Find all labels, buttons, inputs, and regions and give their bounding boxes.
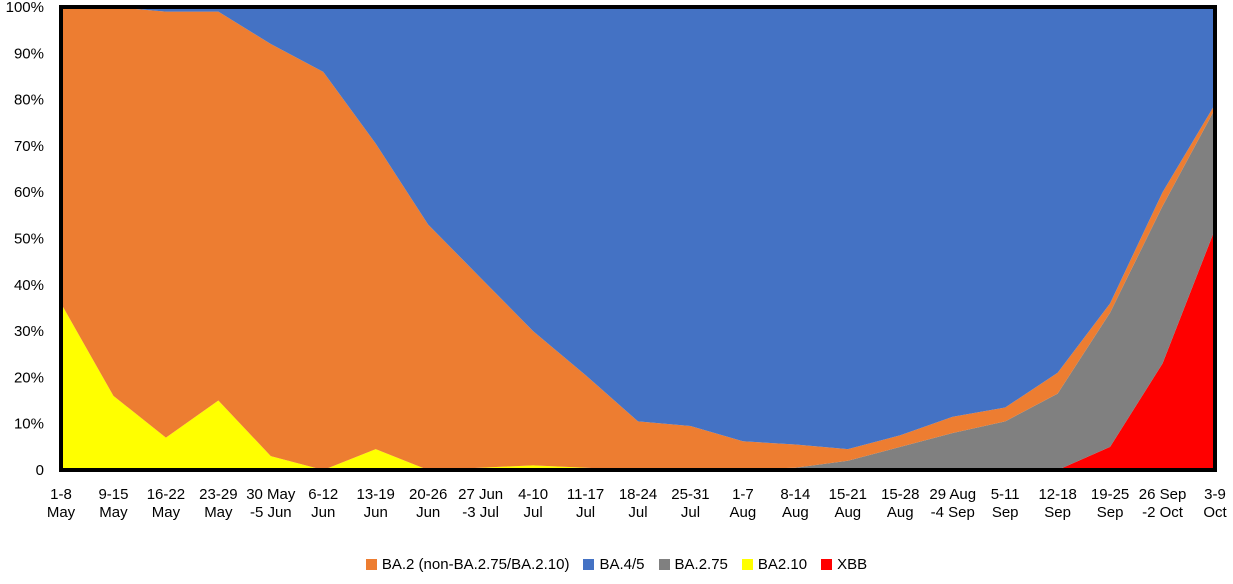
y-tick-label: 30% bbox=[14, 323, 44, 340]
x-tick-label: 25-31 Jul bbox=[671, 486, 709, 521]
stacked-area-chart: 0 10% 20% 30% 40% 50% 60% 70% 80% 90% 100% 1-8 May 9… bbox=[6, 0, 1228, 521]
x-tick-label: 1-8 May bbox=[47, 486, 76, 521]
x-tick-label: 11-17 Jul bbox=[567, 486, 604, 521]
x-tick-label: 15-28 Aug bbox=[881, 486, 919, 521]
x-tick-label: 4-10 Jul bbox=[518, 486, 548, 521]
area-ba2-10 bbox=[61, 229, 1215, 470]
area-ba-4-5 bbox=[61, 7, 1215, 450]
x-tick-label: 27 Jun -3 Jul bbox=[458, 486, 503, 521]
legend-swatch bbox=[741, 559, 753, 570]
plot-border bbox=[59, 5, 1217, 472]
y-tick-label: 0 bbox=[36, 462, 44, 479]
legend-item: XBB bbox=[821, 556, 867, 573]
legend-label: BA.2 (non-BA.2.75/BA.2.10) bbox=[381, 556, 570, 573]
legend: BA.2 (non-BA.2.75/BA.2.10) BA.4/5 BA.2.75 B… bbox=[0, 556, 1233, 573]
y-tick-label: 80% bbox=[14, 92, 44, 109]
area-series-group bbox=[61, 7, 1215, 471]
x-tick-label: 6-12 Jun bbox=[308, 486, 338, 521]
y-tick-label: 90% bbox=[14, 45, 44, 62]
y-tick-label: 50% bbox=[14, 231, 44, 248]
y-tick-label: 10% bbox=[14, 416, 44, 433]
legend-swatch bbox=[821, 559, 833, 570]
x-tick-label: 23-29 May bbox=[199, 486, 237, 521]
y-tick-label: 20% bbox=[14, 369, 44, 386]
legend-label: BA.2.75 bbox=[674, 556, 728, 573]
x-tick-label: 26 Sep -2 Oct bbox=[1139, 486, 1187, 521]
x-tick-label: 16-22 May bbox=[147, 486, 185, 521]
y-tick-label: 70% bbox=[14, 138, 44, 155]
x-tick-label: 20-26 Jun bbox=[409, 486, 447, 521]
x-tick-label: 8-14 Aug bbox=[780, 486, 810, 521]
x-tick-label: 3-9 Oct bbox=[1203, 486, 1227, 521]
x-tick-label: 30 May -5 Jun bbox=[246, 486, 296, 521]
legend-item: BA.2 (non-BA.2.75/BA.2.10) bbox=[365, 556, 570, 573]
legend-item: BA2.10 bbox=[741, 556, 808, 573]
y-tick-label: 100% bbox=[6, 0, 44, 16]
legend-swatch bbox=[365, 559, 377, 570]
x-tick-label: 13-19 Jun bbox=[357, 486, 395, 521]
legend-label: BA2.10 bbox=[757, 556, 808, 573]
legend-label: XBB bbox=[837, 556, 868, 573]
x-tick-label: 12-18 Sep bbox=[1038, 486, 1076, 521]
x-tick-label: 15-21 Aug bbox=[829, 486, 867, 521]
x-axis: 1-8 May 9-15 May 16-22 May 23-29 May 30 May -5 Ju… bbox=[47, 486, 1228, 521]
x-tick-label: 29 Aug -4 Sep bbox=[929, 486, 976, 521]
x-tick-label: 1-7 Aug bbox=[730, 486, 757, 521]
y-tick-label: 60% bbox=[14, 184, 44, 201]
legend-item: BA.4/5 bbox=[583, 556, 645, 573]
area-ba-2-non-ba-2-75-ba-2-10 bbox=[61, 7, 1215, 470]
y-axis: 0 10% 20% 30% 40% 50% 60% 70% 80% 90% 100% bbox=[6, 0, 44, 479]
legend-swatch bbox=[583, 559, 595, 570]
legend-item: BA.2.75 bbox=[658, 556, 728, 573]
x-tick-label: 18-24 Jul bbox=[619, 486, 657, 521]
area-ba-2-75 bbox=[61, 108, 1215, 471]
legend-label: BA.4/5 bbox=[599, 556, 645, 573]
legend-swatch bbox=[658, 559, 670, 570]
x-tick-label: 9-15 May bbox=[98, 486, 128, 521]
x-tick-label: 19-25 Sep bbox=[1091, 486, 1129, 521]
x-tick-label: 5-11 Sep bbox=[991, 486, 1020, 521]
y-tick-label: 40% bbox=[14, 277, 44, 294]
